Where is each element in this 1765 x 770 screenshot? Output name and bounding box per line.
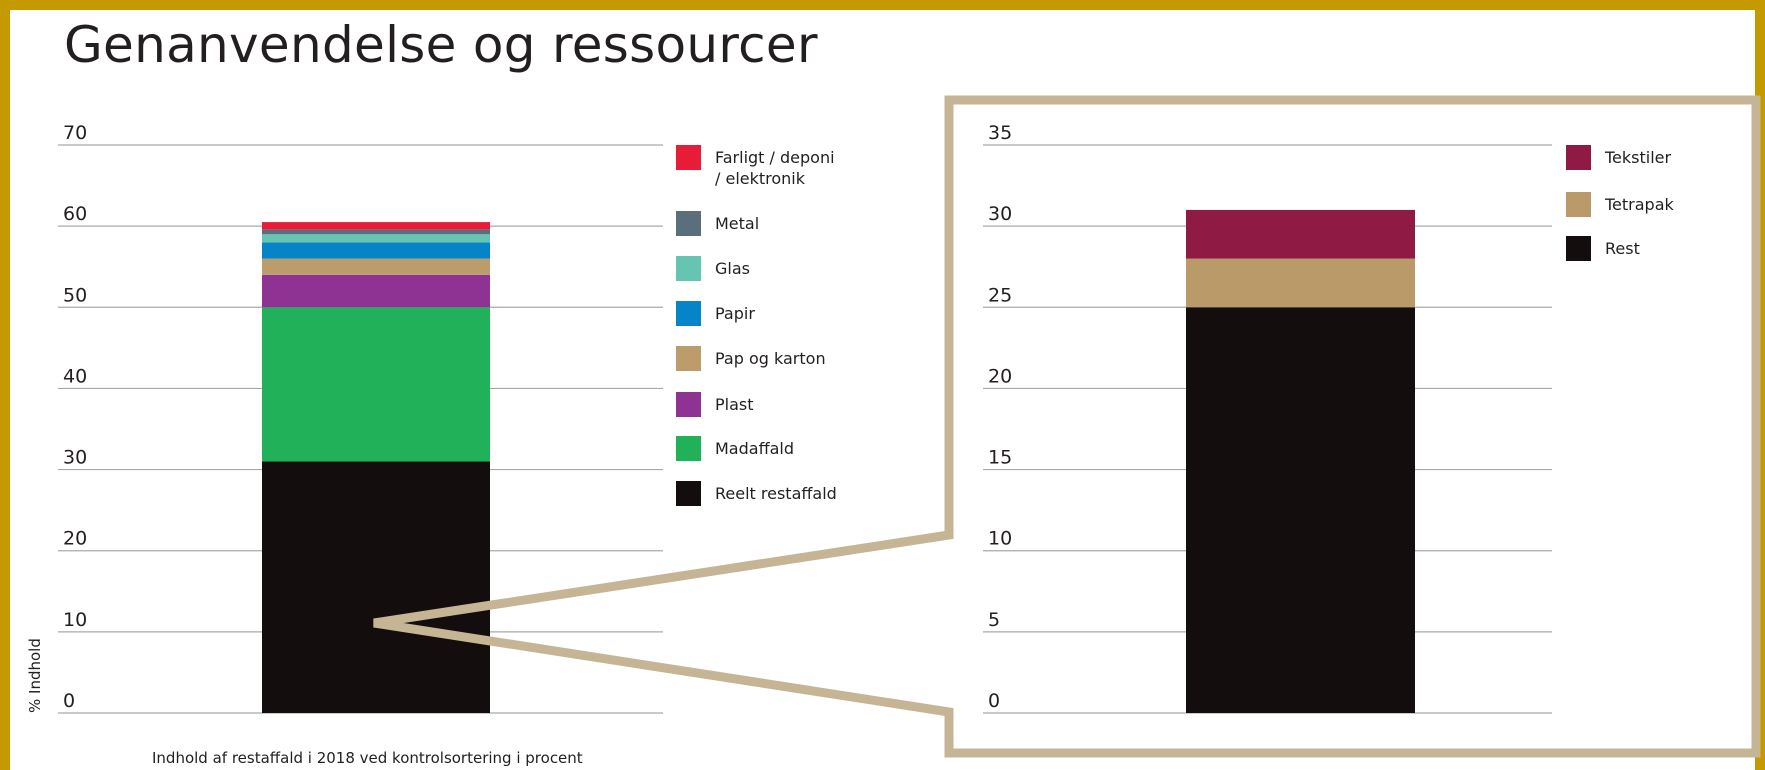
legend-label: Reelt restaffald bbox=[715, 484, 837, 503]
legend-item-glas: Glas bbox=[676, 256, 750, 281]
legend-label: Rest bbox=[1605, 239, 1640, 258]
legend-swatch bbox=[1566, 145, 1591, 170]
y-tick-label: 70 bbox=[63, 122, 87, 144]
legend-item-plast: Plast bbox=[676, 392, 754, 417]
legend-item-reelt-restaffald: Reelt restaffald bbox=[676, 481, 837, 506]
legend-swatch bbox=[676, 211, 701, 236]
legend-label: Tetrapak bbox=[1604, 195, 1675, 214]
legend-label: Papir bbox=[715, 304, 755, 323]
y-tick-label: 35 bbox=[988, 122, 1012, 144]
y-tick-label: 10 bbox=[988, 528, 1012, 550]
bar-segment-reelt-restaffald bbox=[262, 461, 490, 713]
y-tick-label: 0 bbox=[63, 690, 75, 712]
bar-segment-rest bbox=[1186, 307, 1415, 713]
y-tick-label: 50 bbox=[63, 284, 87, 306]
bar-segment-pap-og-karton bbox=[262, 258, 490, 275]
legend-swatch bbox=[1566, 236, 1591, 261]
legend-swatch bbox=[676, 145, 701, 170]
bar-segment-plast bbox=[262, 274, 490, 308]
bar-segment-metal bbox=[262, 229, 490, 235]
y-axis-label: % Indhold bbox=[26, 638, 44, 713]
page-title: Genanvendelse og ressourcer bbox=[64, 16, 818, 74]
bar-segment-farligt-deponi-elektronik bbox=[262, 222, 490, 230]
legend-swatch bbox=[1566, 192, 1591, 217]
main-stacked-bar-chart: 0 10 20 30 40 50 60 70 Farligt / deponi / elektro… bbox=[58, 122, 837, 714]
legend-swatch bbox=[676, 481, 701, 506]
y-tick-label: 60 bbox=[63, 203, 87, 225]
legend-item-pap-og-karton: Pap og karton bbox=[676, 346, 826, 371]
legend-swatch bbox=[676, 436, 701, 461]
bar-segment-papir bbox=[262, 242, 490, 259]
y-tick-label: 30 bbox=[63, 447, 87, 469]
legend-item-madaffald: Madaffald bbox=[676, 436, 794, 461]
bar-segment-glas bbox=[262, 234, 490, 243]
y-tick-label: 30 bbox=[988, 203, 1012, 225]
y-tick-label: 25 bbox=[988, 284, 1012, 306]
bar-segment-madaffald bbox=[262, 307, 490, 462]
legend-item-metal: Metal bbox=[676, 211, 759, 236]
legend-label: Madaffald bbox=[715, 439, 794, 458]
y-tick-label: 5 bbox=[988, 609, 1000, 631]
y-tick-label: 15 bbox=[988, 447, 1012, 469]
legend-label: Glas bbox=[715, 259, 750, 278]
legend-swatch bbox=[676, 392, 701, 417]
legend-label: Metal bbox=[715, 214, 759, 233]
y-tick-label: 0 bbox=[988, 690, 1000, 712]
zoomed-stacked-bar-chart: 0 5 10 15 20 25 30 35 Tekstiler Tetrapak Rest bbox=[983, 122, 1675, 714]
chart-caption: Indhold af restaffald i 2018 ved kontrol… bbox=[152, 749, 583, 767]
bar-segment-tekstiler bbox=[1186, 209, 1415, 259]
y-tick-label: 40 bbox=[63, 365, 87, 387]
legend-label: Plast bbox=[715, 395, 754, 414]
zoom-callout-frame bbox=[373, 95, 1761, 758]
legend-item-farligt-deponi-elektronik: Farligt / deponi / elektronik bbox=[676, 145, 835, 188]
legend-item-papir: Papir bbox=[676, 301, 755, 326]
legend-item-rest: Rest bbox=[1566, 236, 1640, 261]
legend-swatch bbox=[676, 346, 701, 371]
legend-label: Pap og karton bbox=[715, 349, 826, 368]
y-tick-label: 20 bbox=[988, 365, 1012, 387]
bar-segment-tetrapak bbox=[1186, 258, 1415, 308]
legend-label: Tekstiler bbox=[1604, 148, 1672, 167]
y-tick-label: 20 bbox=[63, 528, 87, 550]
legend-swatch bbox=[676, 256, 701, 281]
legend-swatch bbox=[676, 301, 701, 326]
legend-item-tetrapak: Tetrapak bbox=[1566, 192, 1675, 217]
legend-item-tekstiler: Tekstiler bbox=[1566, 145, 1672, 170]
legend-label: Farligt / deponi / elektronik bbox=[715, 148, 835, 188]
y-tick-label: 10 bbox=[63, 609, 87, 631]
